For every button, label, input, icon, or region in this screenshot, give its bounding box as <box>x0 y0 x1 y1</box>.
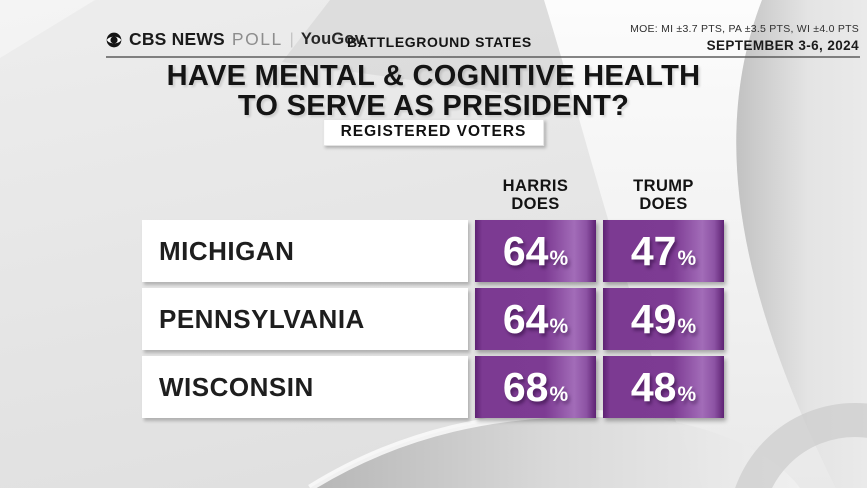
percent-sign: % <box>549 246 569 270</box>
percent-sign: % <box>677 314 697 338</box>
percent-sign: % <box>677 246 697 270</box>
column-headers-row: HARRIS DOES TRUMP DOES <box>142 177 724 214</box>
trump-header-line-2: DOES <box>639 194 688 213</box>
poll-date-range: SEPTEMBER 3-6, 2024 <box>706 38 859 53</box>
column-header-harris: HARRIS DOES <box>475 177 596 214</box>
page-title: HAVE MENTAL & COGNITIVE HEALTH TO SERVE … <box>0 60 867 122</box>
table-row-michigan: MICHIGAN 64% 47% <box>142 220 724 282</box>
percent-sign: % <box>549 314 569 338</box>
table-row-pennsylvania: PENNSYLVANIA 64% 49% <box>142 288 724 350</box>
registered-voters-badge: REGISTERED VOTERS <box>322 119 545 146</box>
trump-value-cell: 49% <box>603 288 724 350</box>
poll-meta: MOE: MI ±3.7 PTS, PA ±3.5 PTS, WI ±4.0 P… <box>630 23 859 53</box>
trump-value-cell: 48% <box>603 356 724 418</box>
percent-sign: % <box>549 382 569 406</box>
column-header-trump: TRUMP DOES <box>603 177 724 214</box>
brand-lockup: CBS NEWS POLL | YouGov <box>106 29 364 50</box>
harris-value-cell: 64% <box>475 220 596 282</box>
harris-value: 68% <box>502 363 569 410</box>
state-label: PENNSYLVANIA <box>142 288 468 350</box>
harris-header-line-1: HARRIS <box>502 177 569 195</box>
trump-header-line-1: TRUMP <box>633 177 694 195</box>
state-label: MICHIGAN <box>142 220 468 282</box>
table-row-wisconsin: WISCONSIN 68% 48% <box>142 356 724 418</box>
harris-value-cell: 64% <box>475 288 596 350</box>
battleground-states-badge: BATTLEGROUND STATES <box>347 34 532 50</box>
margin-of-error: MOE: MI ±3.7 PTS, PA ±3.5 PTS, WI ±4.0 P… <box>630 23 859 35</box>
harris-value: 64% <box>502 295 569 342</box>
state-label: WISCONSIN <box>142 356 468 418</box>
cbs-eye-icon <box>106 32 122 47</box>
trump-value-cell: 47% <box>603 220 724 282</box>
header-divider <box>106 56 860 58</box>
harris-value-cell: 68% <box>475 356 596 418</box>
harris-header-line-2: DOES <box>511 194 560 213</box>
brand-separator: | <box>289 30 294 48</box>
title-line-1: HAVE MENTAL & COGNITIVE HEALTH <box>166 60 701 92</box>
brand-poll: POLL <box>231 29 283 49</box>
poll-results-table: HARRIS DOES TRUMP DOES MICHIGAN 64% 47% … <box>142 177 724 424</box>
harris-value: 64% <box>502 227 569 274</box>
brand-cbs-news: CBS NEWS <box>129 29 225 49</box>
trump-value: 47% <box>630 227 697 274</box>
title-line-2: TO SERVE AS PRESIDENT? <box>237 89 630 122</box>
percent-sign: % <box>677 382 697 406</box>
trump-value: 49% <box>630 295 697 342</box>
trump-value: 48% <box>630 363 697 410</box>
brand-yougov: YouGov <box>300 30 365 48</box>
